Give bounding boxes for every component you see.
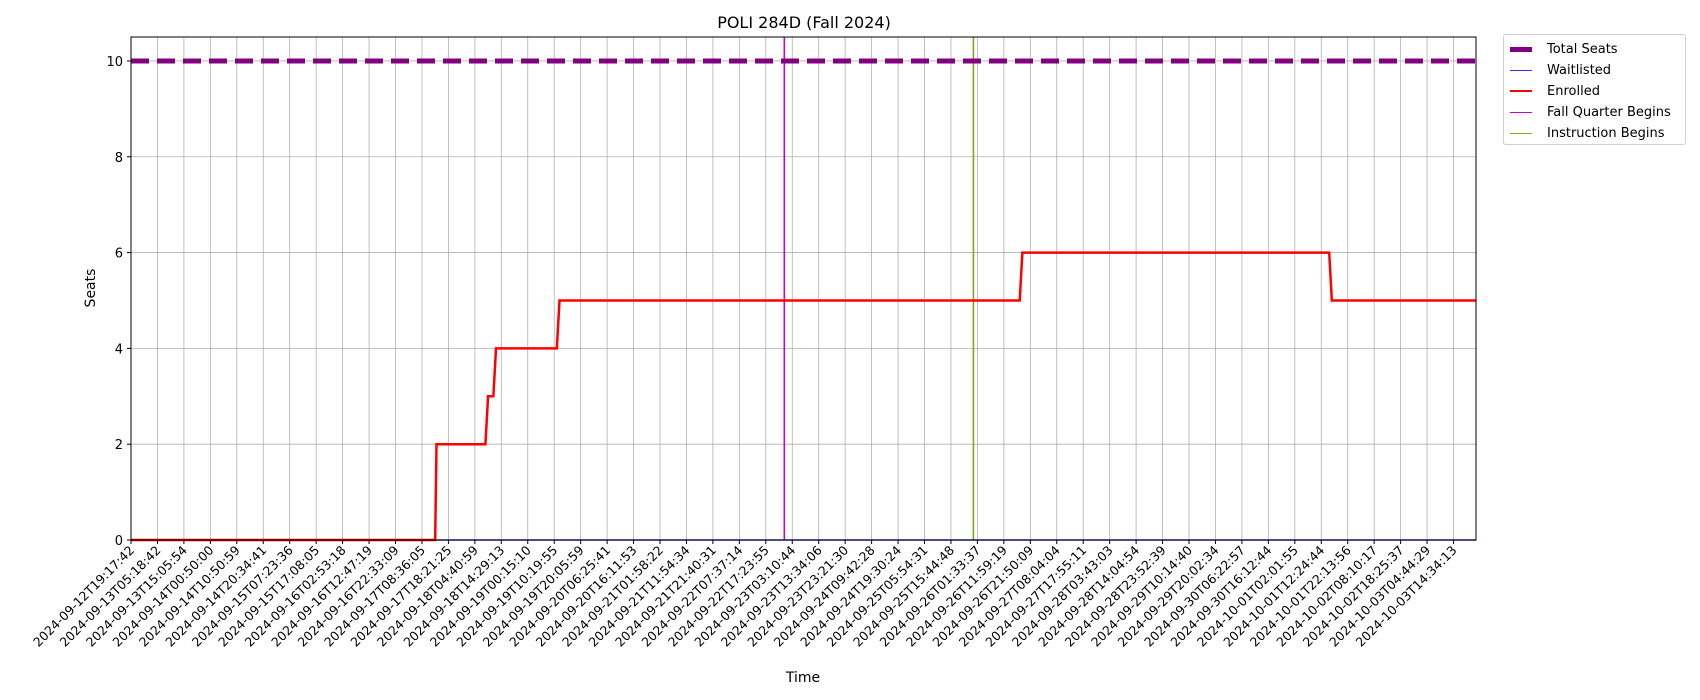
legend-label: Enrolled — [1547, 83, 1600, 99]
legend-label: Total Seats — [1547, 41, 1618, 57]
legend-swatch-instruction — [1510, 132, 1532, 134]
x-axis-label: Time — [785, 670, 820, 686]
legend-swatch-waitlisted — [1510, 69, 1532, 71]
chart-title: POLI 284D (Fall 2024) — [717, 13, 891, 32]
grid — [130, 37, 1476, 541]
legend-item-fall-quarter-begins: Fall Quarter Begins — [1510, 102, 1671, 122]
legend-label: Fall Quarter Begins — [1547, 104, 1671, 120]
series-lines — [131, 58, 1476, 542]
y-tick-label: 6 — [115, 247, 123, 262]
y-tick-label: 0 — [115, 534, 123, 549]
legend-item-instruction-begins: Instruction Begins — [1510, 123, 1665, 143]
legend-label: Waitlisted — [1547, 62, 1612, 78]
y-axis-ticks: 0 2 4 6 8 10 — [106, 55, 131, 549]
y-tick-label: 10 — [106, 55, 123, 70]
y-tick-label: 4 — [115, 342, 123, 357]
legend-item-enrolled: Enrolled — [1510, 81, 1600, 101]
y-axis-label: Seats — [83, 269, 99, 308]
legend-item-total-seats: Total Seats — [1510, 39, 1618, 59]
legend-item-waitlisted: Waitlisted — [1510, 60, 1611, 80]
series-line-enrolled — [131, 251, 1476, 542]
legend-label: Instruction Begins — [1547, 125, 1665, 141]
y-tick-label: 8 — [115, 151, 123, 166]
marker-lines — [783, 37, 975, 540]
legend-swatch-enrolled — [1510, 90, 1532, 92]
plot-frame — [130, 36, 1477, 541]
legend-swatch-fall-quarter — [1510, 111, 1532, 113]
y-tick-label: 2 — [115, 438, 123, 453]
legend-swatch-total-seats — [1510, 46, 1532, 52]
legend: Total Seats Waitlisted Enrolled Fall Qua… — [1503, 34, 1686, 145]
x-axis-ticks: 2024-09-12T19:17:422024-09-13T05:18:4220… — [30, 540, 1460, 650]
